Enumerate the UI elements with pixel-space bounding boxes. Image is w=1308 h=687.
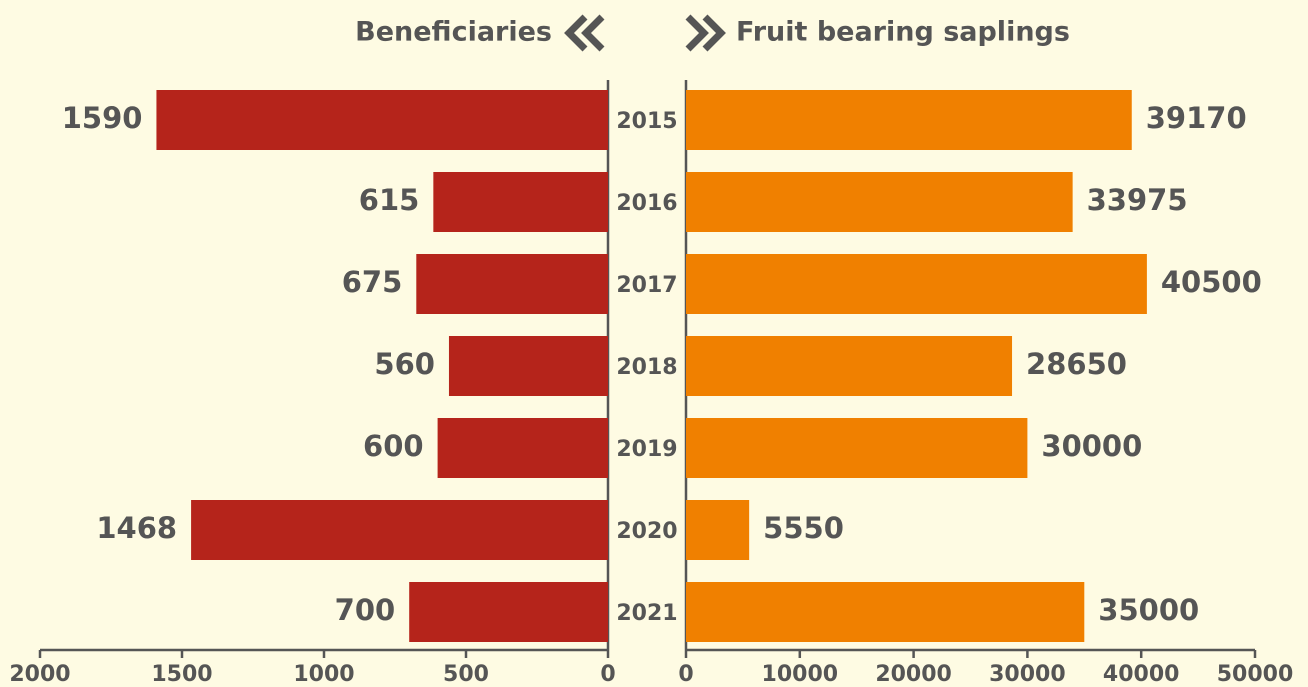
bar [686,500,750,560]
value-label: 5550 [763,511,844,545]
x-tick-label: 2000 [9,662,70,687]
x-tick-label: 1500 [151,662,212,687]
x2-tick-label: 30000 [989,662,1066,687]
bar [416,254,608,314]
category-label: 2016 [616,191,677,216]
value-label: 675 [342,265,403,299]
bar [686,336,1013,396]
bar [156,90,608,150]
bar [437,418,608,478]
value-label: 1468 [96,511,177,545]
bar [191,500,608,560]
value-label: 615 [359,183,420,217]
category-label: 2015 [616,109,677,134]
category-label: 2018 [616,355,677,380]
x2-tick-label: 20000 [875,662,952,687]
value-label: 30000 [1041,429,1142,463]
chevron-left [564,14,605,52]
x2-tick-label: 0 [678,662,693,687]
value-label: 600 [363,429,424,463]
value-label: 28650 [1026,347,1127,381]
value-label: 1590 [62,101,143,135]
bar [686,172,1073,232]
x-tick-label: 0 [600,662,615,687]
value-label: 700 [335,593,396,627]
value-label: 33975 [1087,183,1188,217]
x2-tick-label: 40000 [1103,662,1180,687]
bar [686,582,1085,642]
right-title: Fruit bearing saplings [736,17,1070,48]
x2-tick-label: 10000 [762,662,839,687]
bar [433,172,608,232]
x-tick-label: 1000 [293,662,354,687]
value-label: 560 [374,347,435,381]
x2-tick-label: 50000 [1217,662,1294,687]
x-tick-label: 500 [443,662,489,687]
category-label: 2020 [616,519,677,544]
bar [686,90,1132,150]
bar [409,582,608,642]
value-label: 40500 [1161,265,1262,299]
left-title: Beneficiaries [355,17,552,48]
chevron-right [685,14,726,52]
category-label: 2021 [616,601,677,626]
value-label: 35000 [1098,593,1199,627]
bar [448,336,608,396]
bar [686,254,1147,314]
value-label: 39170 [1146,101,1247,135]
category-label: 2019 [616,437,677,462]
bar [686,418,1028,478]
category-label: 2017 [616,273,677,298]
